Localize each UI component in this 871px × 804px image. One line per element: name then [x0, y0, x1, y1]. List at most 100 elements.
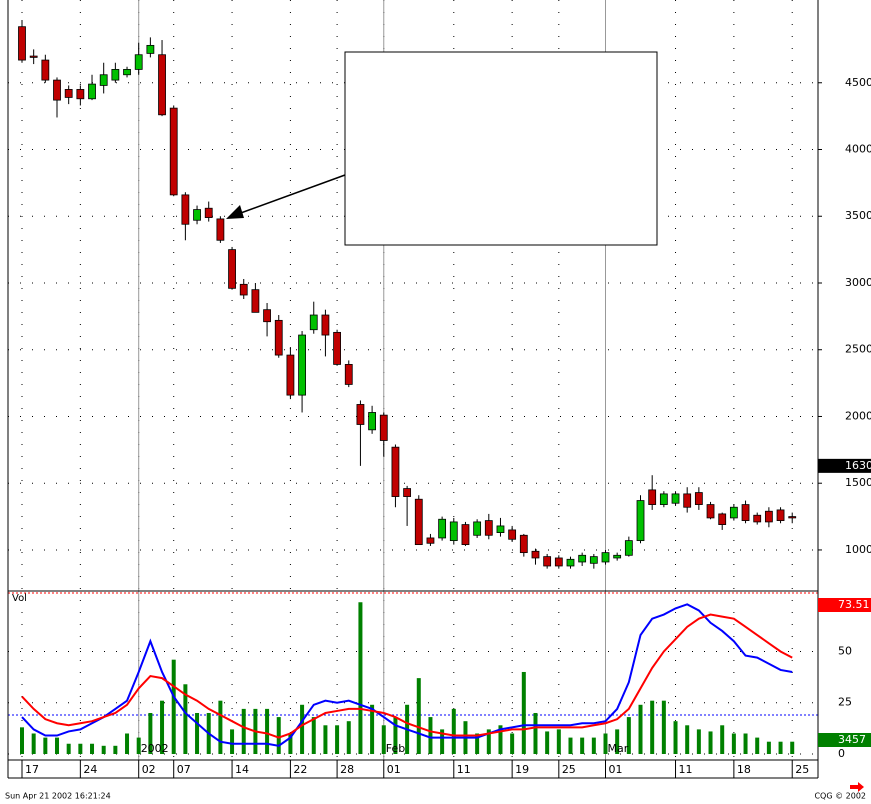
volume-bar — [790, 741, 795, 754]
volume-bar — [673, 721, 678, 754]
volume-bar — [475, 733, 480, 754]
volume-bar — [183, 684, 188, 754]
volume-bar — [335, 725, 340, 754]
volume-bar — [358, 602, 363, 754]
candle-body — [298, 334, 306, 396]
y2-tick-label: 50 — [838, 644, 852, 657]
candle-body — [356, 404, 365, 425]
volume-bar — [743, 733, 748, 754]
y-tick-label: 1000 — [845, 543, 871, 556]
volume-bar — [650, 700, 655, 754]
volume-bar — [416, 678, 421, 754]
candle-body — [239, 283, 248, 296]
candle-body — [391, 446, 400, 497]
volume-bar — [171, 659, 176, 754]
volume-bar — [720, 725, 725, 754]
volume-bar — [241, 708, 246, 754]
volume-bar — [428, 717, 433, 754]
candle-body — [601, 552, 610, 563]
y-tick-label: 3500 — [845, 209, 871, 222]
candle-body — [251, 289, 260, 313]
x-tick-label: 07 — [177, 763, 191, 776]
x-tick-label: 22 — [293, 763, 307, 776]
candle-body — [18, 26, 26, 61]
volume-bar — [370, 704, 375, 754]
candle-body — [426, 537, 435, 544]
volume-bar — [346, 721, 351, 754]
x-tick-label: 17 — [25, 763, 39, 776]
candle-body — [706, 504, 715, 519]
annotation-box — [344, 51, 658, 246]
candle-body — [29, 55, 38, 58]
candle-body — [344, 364, 353, 385]
scroll-arrow-tail — [850, 785, 858, 789]
candle-body — [636, 500, 645, 542]
volume-bar — [90, 743, 95, 754]
volume-bar — [696, 729, 701, 754]
scroll-arrow — [858, 782, 864, 792]
candle-body — [683, 493, 692, 508]
candle-body — [274, 319, 283, 356]
candle-body — [123, 69, 131, 76]
volume-bar — [603, 733, 608, 754]
volume-bar — [393, 717, 398, 754]
x-tick-label: 11 — [457, 763, 471, 776]
candle-body — [554, 557, 563, 567]
volume-bar — [381, 725, 386, 754]
marks — [18, 20, 797, 754]
y-tick-label: 4000 — [845, 143, 871, 156]
x-tick-label: 19 — [515, 763, 529, 776]
candle-body — [181, 194, 190, 225]
volume-bar — [288, 733, 293, 754]
x-tick-label: 01 — [387, 763, 401, 776]
candle-body — [741, 504, 750, 521]
candle-body — [134, 54, 143, 70]
volume-bar — [778, 741, 783, 754]
candle-body — [508, 529, 517, 540]
candle-body — [543, 556, 552, 567]
volume-bar — [626, 717, 631, 754]
y-tick-label: 4500 — [845, 76, 871, 89]
candle-body — [473, 521, 482, 536]
volume-bar — [545, 731, 550, 754]
volume-bar — [265, 708, 270, 754]
x-tick-label: 01 — [609, 763, 623, 776]
volume-bar — [685, 725, 690, 754]
candle-body — [286, 354, 295, 396]
candle-body — [228, 249, 236, 289]
candle-body — [671, 493, 680, 504]
volume-bar — [311, 717, 316, 754]
candle-body — [204, 207, 213, 218]
candle-body — [403, 488, 412, 497]
volume-bar — [55, 737, 60, 754]
x-tick-label: 14 — [235, 763, 249, 776]
x-tick-label: 25 — [795, 763, 809, 776]
volume-bar — [125, 733, 130, 754]
volume-bar — [113, 745, 118, 754]
volume-bar — [755, 737, 760, 754]
candle-body — [76, 89, 85, 100]
candle-body — [613, 554, 622, 559]
candle-body — [624, 540, 633, 556]
candle-body — [53, 79, 61, 101]
volume-bar — [20, 727, 24, 754]
x-tick-label: 02 — [142, 763, 156, 776]
volume-bar — [708, 731, 713, 754]
candle-body — [379, 414, 388, 441]
volume-bar — [521, 671, 526, 754]
candle-body — [111, 69, 120, 81]
candle-body — [333, 331, 341, 365]
volume-bar — [451, 708, 456, 754]
candle-body — [158, 54, 166, 116]
timestamp: Sun Apr 21 2002 16:21:24 — [5, 792, 111, 801]
candle-body — [566, 558, 575, 567]
volume-bar — [486, 729, 491, 754]
candle-body — [368, 412, 377, 431]
x-tick-label: 28 — [340, 763, 354, 776]
candle-body — [788, 516, 797, 519]
candle-body — [659, 493, 668, 505]
volume-bar — [66, 743, 71, 754]
candle-body — [648, 489, 657, 505]
volume-bar — [230, 729, 235, 754]
